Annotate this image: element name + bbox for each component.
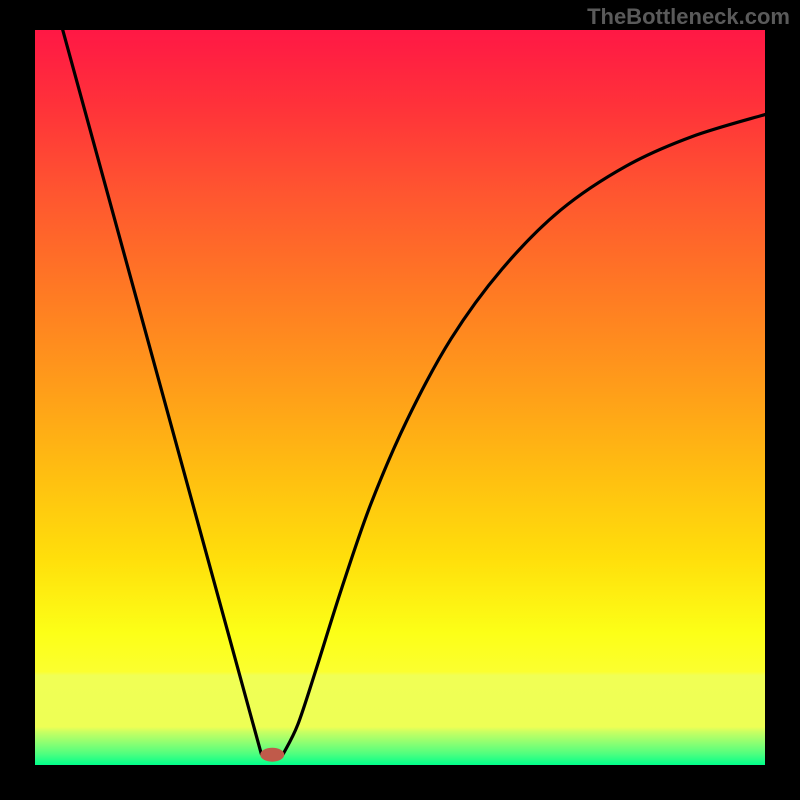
gradient-background xyxy=(35,30,765,765)
chart-svg xyxy=(35,30,765,765)
chart-container: TheBottleneck.com xyxy=(0,0,800,800)
plot-area xyxy=(35,30,765,765)
watermark-text: TheBottleneck.com xyxy=(587,4,790,30)
minimum-marker xyxy=(260,748,284,762)
